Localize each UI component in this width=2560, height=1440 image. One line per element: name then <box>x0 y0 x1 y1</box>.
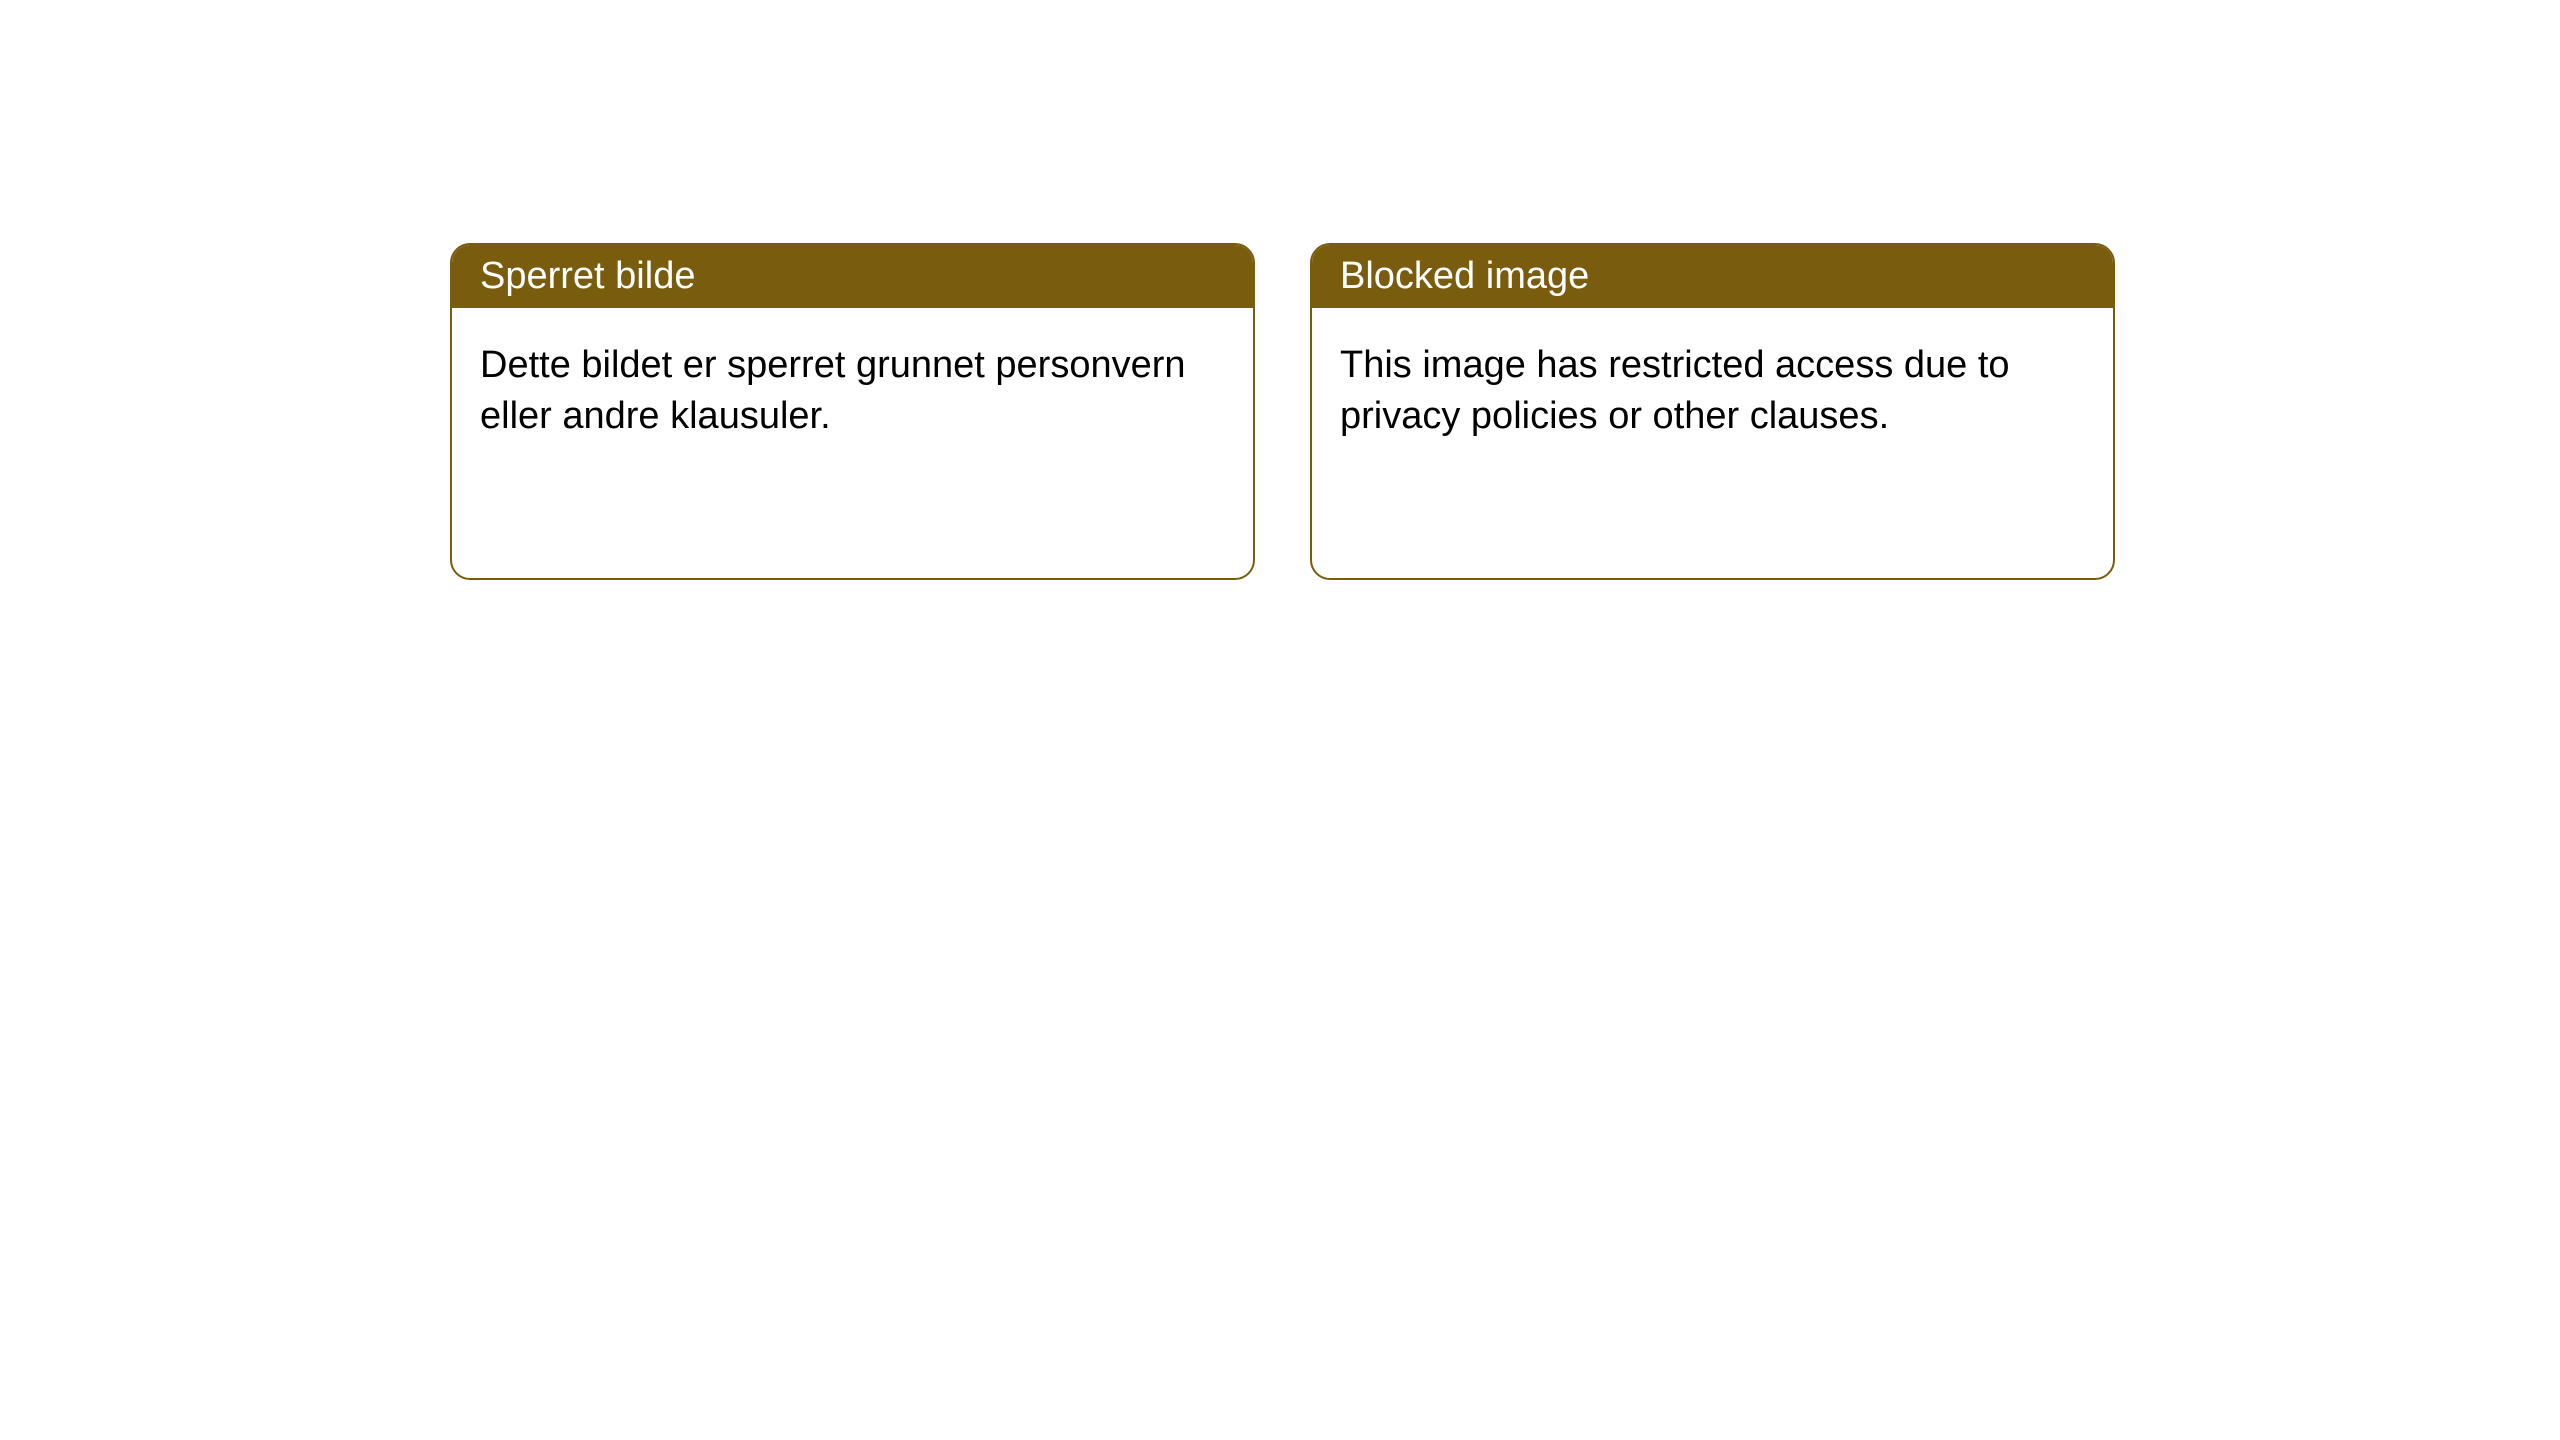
notice-container: Sperret bilde Dette bildet er sperret gr… <box>0 0 2560 580</box>
notice-body: This image has restricted access due to … <box>1312 308 2113 578</box>
notice-title: Sperret bilde <box>480 255 695 297</box>
notice-card-norwegian: Sperret bilde Dette bildet er sperret gr… <box>450 243 1255 580</box>
notice-header: Sperret bilde <box>452 245 1253 308</box>
notice-body: Dette bildet er sperret grunnet personve… <box>452 308 1253 578</box>
notice-card-english: Blocked image This image has restricted … <box>1310 243 2115 580</box>
notice-header: Blocked image <box>1312 245 2113 308</box>
notice-message: Dette bildet er sperret grunnet personve… <box>480 344 1186 437</box>
notice-title: Blocked image <box>1340 255 1589 297</box>
notice-message: This image has restricted access due to … <box>1340 344 2010 437</box>
